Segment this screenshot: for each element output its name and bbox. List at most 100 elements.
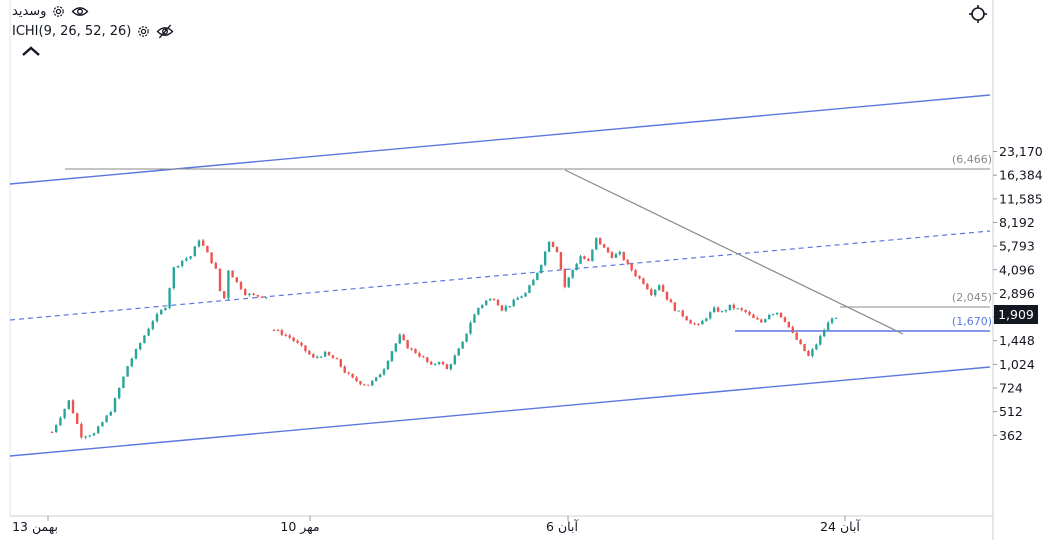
- candle: [657, 285, 661, 290]
- candle: [339, 359, 343, 367]
- candle: [453, 355, 456, 365]
- candle: [164, 307, 167, 311]
- candle: [308, 350, 311, 355]
- indicator-legend[interactable]: ICHI(9, 26, 52, 26): [12, 24, 174, 39]
- candle: [402, 334, 405, 341]
- candle: [147, 328, 150, 336]
- candles: [50, 237, 838, 439]
- candle: [288, 335, 291, 338]
- candle: [673, 302, 677, 311]
- candle: [239, 282, 243, 290]
- candle: [504, 306, 508, 311]
- candle: [351, 373, 354, 378]
- gear-icon[interactable]: [136, 24, 151, 39]
- candle: [716, 307, 720, 312]
- candle: [720, 311, 724, 313]
- candle: [55, 425, 58, 433]
- eye-off-icon[interactable]: [156, 24, 174, 39]
- candle: [500, 305, 504, 311]
- candle: [210, 252, 213, 264]
- candle: [732, 304, 736, 309]
- candle: [787, 321, 791, 328]
- candle: [579, 256, 582, 264]
- candle: [748, 311, 751, 315]
- candle: [461, 341, 464, 349]
- candle: [406, 340, 409, 349]
- candle: [547, 241, 551, 252]
- candle: [830, 318, 834, 323]
- candle: [280, 330, 284, 335]
- candle: [492, 298, 496, 300]
- candle: [815, 344, 818, 350]
- candle: [752, 314, 755, 319]
- candle: [528, 285, 531, 293]
- candle: [795, 332, 798, 340]
- candle: [202, 240, 205, 246]
- candle: [374, 377, 378, 381]
- candle: [823, 330, 826, 337]
- symbol-legend[interactable]: وسديد: [12, 4, 89, 19]
- candle: [799, 339, 802, 345]
- candle: [540, 264, 543, 273]
- candle: [602, 244, 606, 248]
- candle: [63, 408, 66, 418]
- candle: [300, 342, 303, 346]
- price-axis[interactable]: 23,17016,38411,5858,1925,7934,0962,8962,…: [993, 144, 1043, 443]
- upper-channel-line[interactable]: [9, 94, 991, 185]
- candle: [771, 314, 775, 316]
- candle: [606, 247, 610, 253]
- candle: [803, 344, 806, 352]
- candle: [756, 318, 759, 320]
- middle-channel-line[interactable]: [9, 230, 991, 321]
- candle: [231, 270, 234, 278]
- candle: [441, 362, 445, 365]
- drawings[interactable]: [9, 94, 991, 457]
- candle: [449, 364, 453, 370]
- level-label-6466: (6,466): [952, 153, 992, 166]
- candle: [386, 361, 390, 370]
- candle: [481, 304, 484, 308]
- descending-trend-line[interactable]: [564, 169, 904, 335]
- crosshair-icon[interactable]: [969, 5, 987, 23]
- candle: [218, 268, 222, 292]
- candle: [622, 251, 625, 261]
- candle: [256, 294, 259, 297]
- candle: [469, 322, 472, 334]
- candle: [638, 276, 641, 279]
- level-label-2045: (2,045): [952, 291, 992, 304]
- candle: [496, 299, 500, 306]
- candle: [363, 384, 366, 386]
- symbol-name: وسديد: [12, 4, 47, 19]
- candle: [445, 364, 449, 370]
- candle: [595, 237, 598, 250]
- candle: [724, 310, 728, 312]
- candle: [189, 256, 192, 259]
- candle: [736, 308, 739, 310]
- time-tick-label: 10 مهر: [280, 519, 319, 535]
- lower-channel-line[interactable]: [9, 366, 991, 457]
- candle: [791, 327, 794, 333]
- price-tick-label: 512: [999, 404, 1023, 419]
- candle: [76, 413, 79, 424]
- eye-icon[interactable]: [71, 4, 89, 19]
- candle: [543, 251, 547, 265]
- candle: [235, 277, 238, 283]
- candle: [661, 285, 665, 292]
- candle: [176, 265, 180, 268]
- candle: [650, 289, 653, 296]
- candle: [437, 362, 441, 364]
- candle: [155, 314, 159, 322]
- candle: [689, 320, 692, 324]
- chevron-up-icon[interactable]: [20, 44, 42, 58]
- candle: [520, 296, 523, 298]
- time-axis[interactable]: 13 بهمن 10 مهر 6 آبان 24 آبان: [12, 516, 860, 535]
- candle: [143, 335, 146, 344]
- candle: [712, 307, 716, 313]
- candle: [811, 349, 814, 356]
- candle: [709, 312, 712, 319]
- candle: [783, 317, 787, 322]
- candle: [227, 270, 230, 299]
- gear-icon[interactable]: [51, 4, 66, 19]
- candle: [775, 312, 779, 315]
